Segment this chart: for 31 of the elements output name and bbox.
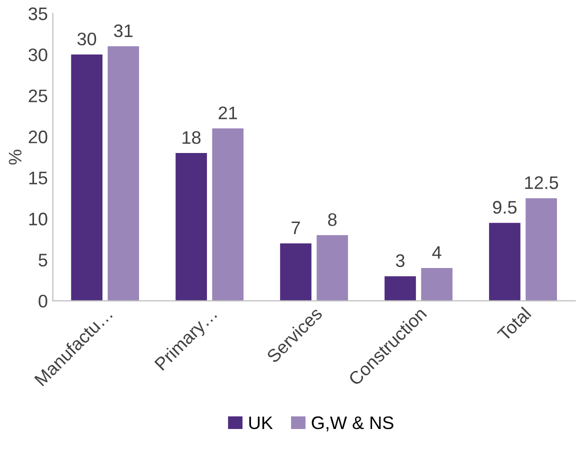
y-axis-title: % bbox=[8, 150, 22, 165]
y-tick-label: 20 bbox=[28, 130, 48, 144]
data-label: 3 bbox=[396, 254, 404, 268]
data-label: 9.5 bbox=[493, 200, 517, 214]
data-label: 7 bbox=[292, 222, 300, 234]
data-label: 18 bbox=[182, 131, 201, 144]
data-label: 12.5 bbox=[525, 176, 558, 190]
y-tick-label: 5 bbox=[38, 254, 48, 266]
y-tick-label: 35 bbox=[28, 7, 48, 20]
bar bbox=[526, 198, 557, 301]
bar bbox=[176, 153, 207, 301]
data-label: 31 bbox=[114, 24, 133, 38]
legend-label: G,W & NS bbox=[312, 416, 394, 432]
data-label: 30 bbox=[77, 32, 96, 46]
bar bbox=[71, 54, 102, 301]
y-tick-label: 30 bbox=[28, 48, 48, 62]
data-label: 21 bbox=[218, 106, 238, 120]
y-tick-label: 0 bbox=[38, 294, 48, 308]
bar bbox=[212, 128, 244, 301]
y-tick-label: 15 bbox=[29, 172, 48, 184]
data-label: 4 bbox=[432, 246, 442, 259]
y-tick-label: 10 bbox=[29, 212, 48, 226]
legend-label: UK bbox=[249, 416, 273, 430]
bar bbox=[280, 243, 312, 301]
bar bbox=[316, 235, 348, 301]
data-label: 8 bbox=[328, 213, 337, 226]
bar bbox=[489, 222, 520, 301]
y-tick-label: 25 bbox=[28, 90, 48, 102]
bar bbox=[384, 276, 416, 301]
bar bbox=[421, 268, 452, 301]
bar bbox=[108, 46, 140, 301]
